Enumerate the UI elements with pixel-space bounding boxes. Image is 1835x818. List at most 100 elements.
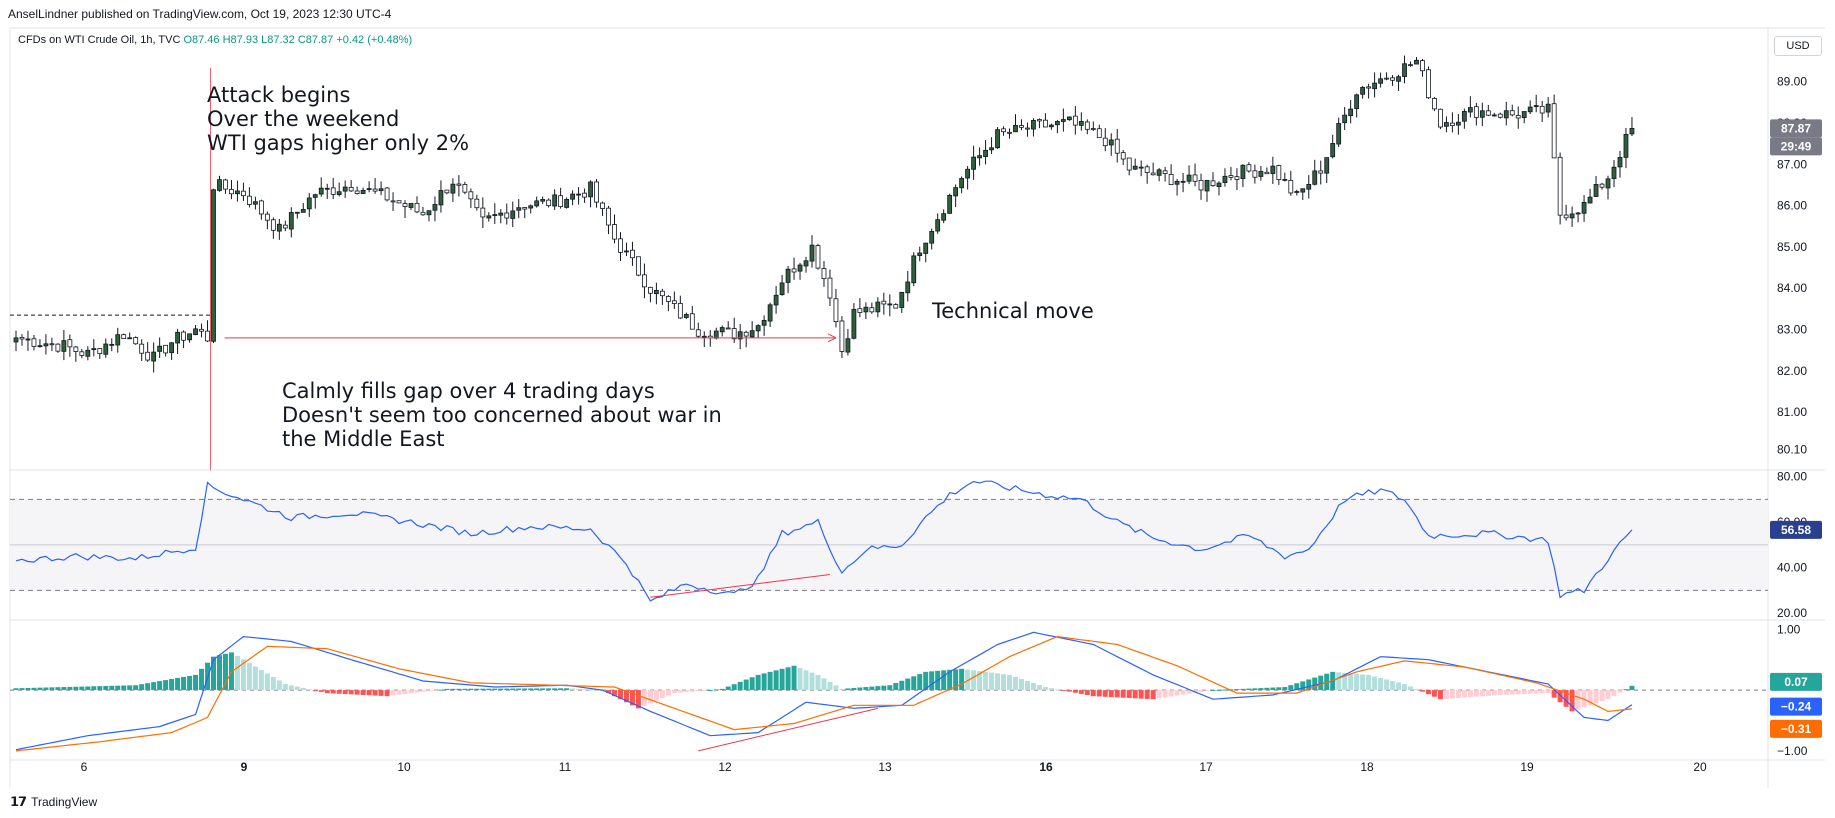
- macd-histogram-bar: [1461, 690, 1467, 698]
- macd-histogram-bar: [1030, 682, 1036, 691]
- candle-body: [552, 194, 558, 207]
- macd-histogram-bar: [1348, 673, 1354, 691]
- candle-body: [1300, 188, 1306, 193]
- macd-histogram-bar: [791, 665, 797, 691]
- macd-histogram-bar: [1611, 690, 1617, 696]
- macd-histogram-bar: [1240, 688, 1246, 691]
- candle-body: [749, 330, 755, 338]
- candle-body: [953, 187, 959, 197]
- candle-body: [917, 252, 923, 257]
- macd-histogram-bar: [821, 678, 827, 691]
- macd-histogram-bar: [103, 685, 109, 691]
- candle-body: [689, 313, 695, 330]
- macd-histogram-bar: [480, 688, 486, 691]
- rsi-value-label-bg: [1770, 520, 1822, 539]
- candle-body: [510, 210, 516, 219]
- candle-body: [767, 304, 773, 322]
- macd-histogram-bar: [953, 669, 959, 691]
- macd-histogram-bar: [863, 687, 869, 691]
- candle-body: [977, 155, 982, 159]
- macd-histogram-bar: [1527, 690, 1533, 694]
- gap-fill-annotation: the Middle East: [282, 427, 445, 451]
- candle-body: [49, 343, 55, 346]
- macd-histogram-bar: [558, 688, 564, 691]
- candle-body: [1605, 178, 1611, 189]
- macd-histogram-bar: [1419, 690, 1425, 692]
- signal-series-line: [15, 635, 1633, 752]
- candle-body: [55, 343, 61, 352]
- macd-histogram-bar: [486, 688, 492, 691]
- macd-histogram-bar: [1162, 690, 1168, 698]
- candle-body: [1156, 169, 1162, 176]
- macd-histogram-bar: [55, 687, 61, 691]
- macd-histogram-bar: [582, 689, 588, 691]
- candle-body: [199, 328, 204, 332]
- hist-value-label: 0.07: [1784, 675, 1808, 689]
- candle-body: [229, 189, 234, 195]
- macd-histogram-bar: [1012, 676, 1018, 691]
- macd-histogram-bar: [1246, 688, 1252, 691]
- macd-histogram-bar: [342, 690, 348, 695]
- candle-body: [695, 329, 701, 337]
- macd-histogram-bar: [767, 671, 773, 691]
- macd-histogram-bar: [336, 690, 342, 694]
- brand-name: TradingView: [31, 795, 98, 809]
- candle-body: [139, 343, 145, 354]
- macd-histogram-bar: [324, 690, 330, 694]
- time-tick-label: 10: [397, 760, 411, 774]
- candle-body: [438, 190, 444, 206]
- candle-body: [989, 147, 994, 151]
- macd-histogram-bar: [378, 690, 384, 696]
- currency-button[interactable]: USD: [1774, 36, 1822, 56]
- candle-body: [1563, 214, 1569, 219]
- candle-body: [306, 197, 312, 210]
- macd-histogram-bar: [510, 688, 516, 691]
- candle-body: [731, 328, 737, 340]
- candle-body: [821, 268, 827, 280]
- macd-histogram-bar: [1354, 673, 1360, 691]
- candle-body: [1102, 137, 1108, 147]
- candle-body: [905, 281, 911, 294]
- candle-body: [25, 338, 31, 341]
- candle-body: [1545, 103, 1551, 113]
- candle-body: [1336, 123, 1342, 145]
- rsi-tick-label: 20.00: [1777, 606, 1807, 620]
- candle-body: [737, 331, 743, 340]
- macd-value-label-bg: [1770, 697, 1822, 716]
- macd-histogram-bar: [252, 666, 258, 691]
- candle-body: [235, 190, 240, 195]
- macd-value-label: −0.24: [1781, 700, 1812, 714]
- candle-body: [1252, 170, 1258, 178]
- candle-body: [1240, 164, 1246, 179]
- candle-body: [372, 188, 378, 192]
- candle-body: [1066, 116, 1072, 121]
- macd-histogram-bar: [246, 662, 252, 691]
- macd-histogram-bar: [719, 688, 725, 691]
- footer-brand[interactable]: 𝟭𝟳 TradingView: [10, 794, 97, 810]
- macd-histogram-bar: [617, 690, 623, 700]
- macd-histogram-bar: [390, 690, 396, 696]
- price-tick-label: 80.10: [1777, 442, 1807, 456]
- countdown-label-bg: [1770, 137, 1822, 156]
- macd-histogram-bar: [288, 685, 294, 691]
- candle-body: [151, 351, 157, 362]
- candle-body: [743, 331, 749, 337]
- candle-body: [1623, 133, 1629, 158]
- macd-histogram-bar: [540, 688, 546, 691]
- macd-histogram-bar: [504, 688, 510, 691]
- macd-histogram-bar: [546, 688, 552, 691]
- candle-body: [169, 342, 175, 354]
- candle-body: [1210, 180, 1216, 187]
- candle-body: [797, 264, 803, 272]
- macd-histogram-bar: [211, 656, 217, 691]
- macd-histogram-bar: [312, 690, 318, 692]
- candle-body: [947, 194, 953, 214]
- macd-histogram-bar: [917, 674, 923, 691]
- candle-body: [983, 149, 988, 157]
- symbol-legend[interactable]: CFDs on WTI Crude Oil, 1h, TVC O87.46 H8…: [18, 34, 412, 46]
- time-tick-label: 9: [241, 760, 248, 774]
- macd-histogram-bar: [384, 690, 390, 697]
- macd-histogram-bar: [1001, 674, 1007, 691]
- candle-body: [1126, 157, 1132, 171]
